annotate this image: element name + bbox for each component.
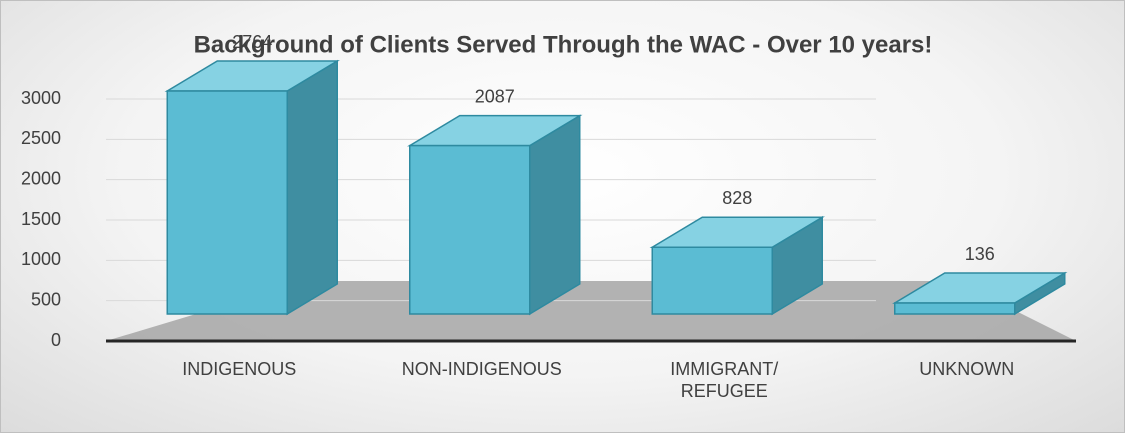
x-tick-label: NON-INDIGENOUS — [401, 359, 562, 379]
chart-title: Background of Clients Served Through the… — [194, 31, 933, 58]
y-tick-label: 2000 — [21, 168, 61, 188]
bar-front — [651, 246, 773, 315]
y-tick-label: 3000 — [21, 88, 61, 108]
y-tick-label: 0 — [51, 330, 61, 350]
x-tick-label: INDIGENOUS — [182, 359, 297, 379]
value-label: 2764 — [232, 32, 272, 52]
value-label: 136 — [965, 244, 995, 264]
x-tick-label: IMMIGRANT/ REFUGEE — [670, 359, 779, 401]
bar-front — [409, 144, 531, 315]
floor — [106, 281, 1076, 341]
bar — [649, 215, 825, 316]
y-tick-label: 2500 — [21, 128, 61, 148]
y-tick-label: 500 — [31, 289, 61, 309]
bar — [407, 114, 583, 316]
bar — [892, 271, 1068, 316]
value-label: 2087 — [475, 86, 515, 106]
bar-side — [286, 59, 338, 316]
bar-front — [166, 90, 288, 315]
bar-side — [529, 114, 581, 316]
x-tick-label: UNKNOWN — [919, 359, 1015, 379]
value-label: 828 — [722, 188, 752, 208]
y-tick-label: 1500 — [21, 209, 61, 229]
bar — [164, 59, 340, 316]
bar-front — [894, 302, 1016, 315]
y-tick-label: 1000 — [21, 249, 61, 269]
